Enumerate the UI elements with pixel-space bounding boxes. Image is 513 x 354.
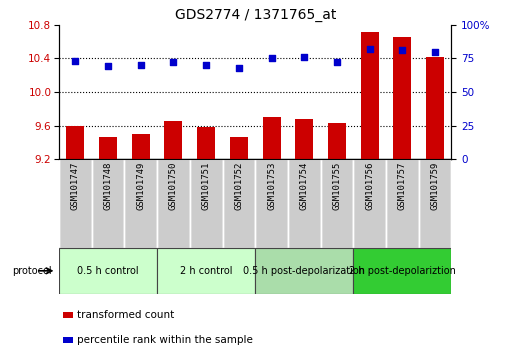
Bar <box>353 159 386 248</box>
Text: percentile rank within the sample: percentile rank within the sample <box>76 335 252 344</box>
Bar <box>157 159 190 248</box>
Bar <box>132 134 150 159</box>
Bar <box>59 248 157 294</box>
Text: GSM101759: GSM101759 <box>430 162 440 210</box>
Point <box>202 62 210 68</box>
Bar <box>59 159 92 248</box>
Point <box>300 54 308 60</box>
Text: GSM101754: GSM101754 <box>300 162 309 210</box>
Bar <box>288 159 321 248</box>
Bar <box>165 121 183 159</box>
Text: GSM101750: GSM101750 <box>169 162 178 210</box>
Bar <box>328 123 346 159</box>
Bar <box>66 126 84 159</box>
Bar <box>255 248 353 294</box>
Point <box>169 59 177 65</box>
Point <box>136 62 145 68</box>
Bar <box>255 159 288 248</box>
Title: GDS2774 / 1371765_at: GDS2774 / 1371765_at <box>174 8 336 22</box>
Bar <box>99 137 117 159</box>
Text: GSM101748: GSM101748 <box>104 162 112 210</box>
Text: GSM101755: GSM101755 <box>332 162 342 210</box>
Bar <box>190 159 223 248</box>
Text: 0.5 h control: 0.5 h control <box>77 266 139 276</box>
Point <box>267 56 275 61</box>
Bar <box>321 159 353 248</box>
Text: protocol: protocol <box>12 266 51 276</box>
Text: GSM101752: GSM101752 <box>234 162 243 210</box>
Bar <box>426 57 444 159</box>
Text: GSM101749: GSM101749 <box>136 162 145 210</box>
Bar <box>386 159 419 248</box>
Point <box>71 58 80 64</box>
Bar <box>63 337 73 343</box>
Text: 2 h post-depolariztion: 2 h post-depolariztion <box>349 266 456 276</box>
Bar <box>197 127 215 159</box>
Point <box>431 49 439 55</box>
Text: transformed count: transformed count <box>76 310 174 320</box>
Point <box>366 46 374 52</box>
Text: GSM101756: GSM101756 <box>365 162 374 210</box>
Bar <box>92 159 125 248</box>
Bar <box>419 159 451 248</box>
Bar <box>393 38 411 159</box>
Text: 0.5 h post-depolarization: 0.5 h post-depolarization <box>243 266 365 276</box>
Bar <box>223 159 255 248</box>
Bar <box>124 159 157 248</box>
Text: GSM101751: GSM101751 <box>202 162 211 210</box>
Text: 2 h control: 2 h control <box>180 266 232 276</box>
Bar <box>263 117 281 159</box>
Bar <box>361 32 379 159</box>
Point <box>398 47 406 53</box>
Bar <box>353 248 451 294</box>
Text: GSM101747: GSM101747 <box>71 162 80 210</box>
Bar <box>230 137 248 159</box>
Text: GSM101757: GSM101757 <box>398 162 407 210</box>
Bar <box>157 248 255 294</box>
Point <box>333 59 341 65</box>
Point <box>104 64 112 69</box>
Bar <box>295 119 313 159</box>
Point <box>235 65 243 71</box>
Bar <box>63 312 73 318</box>
Text: GSM101753: GSM101753 <box>267 162 276 210</box>
